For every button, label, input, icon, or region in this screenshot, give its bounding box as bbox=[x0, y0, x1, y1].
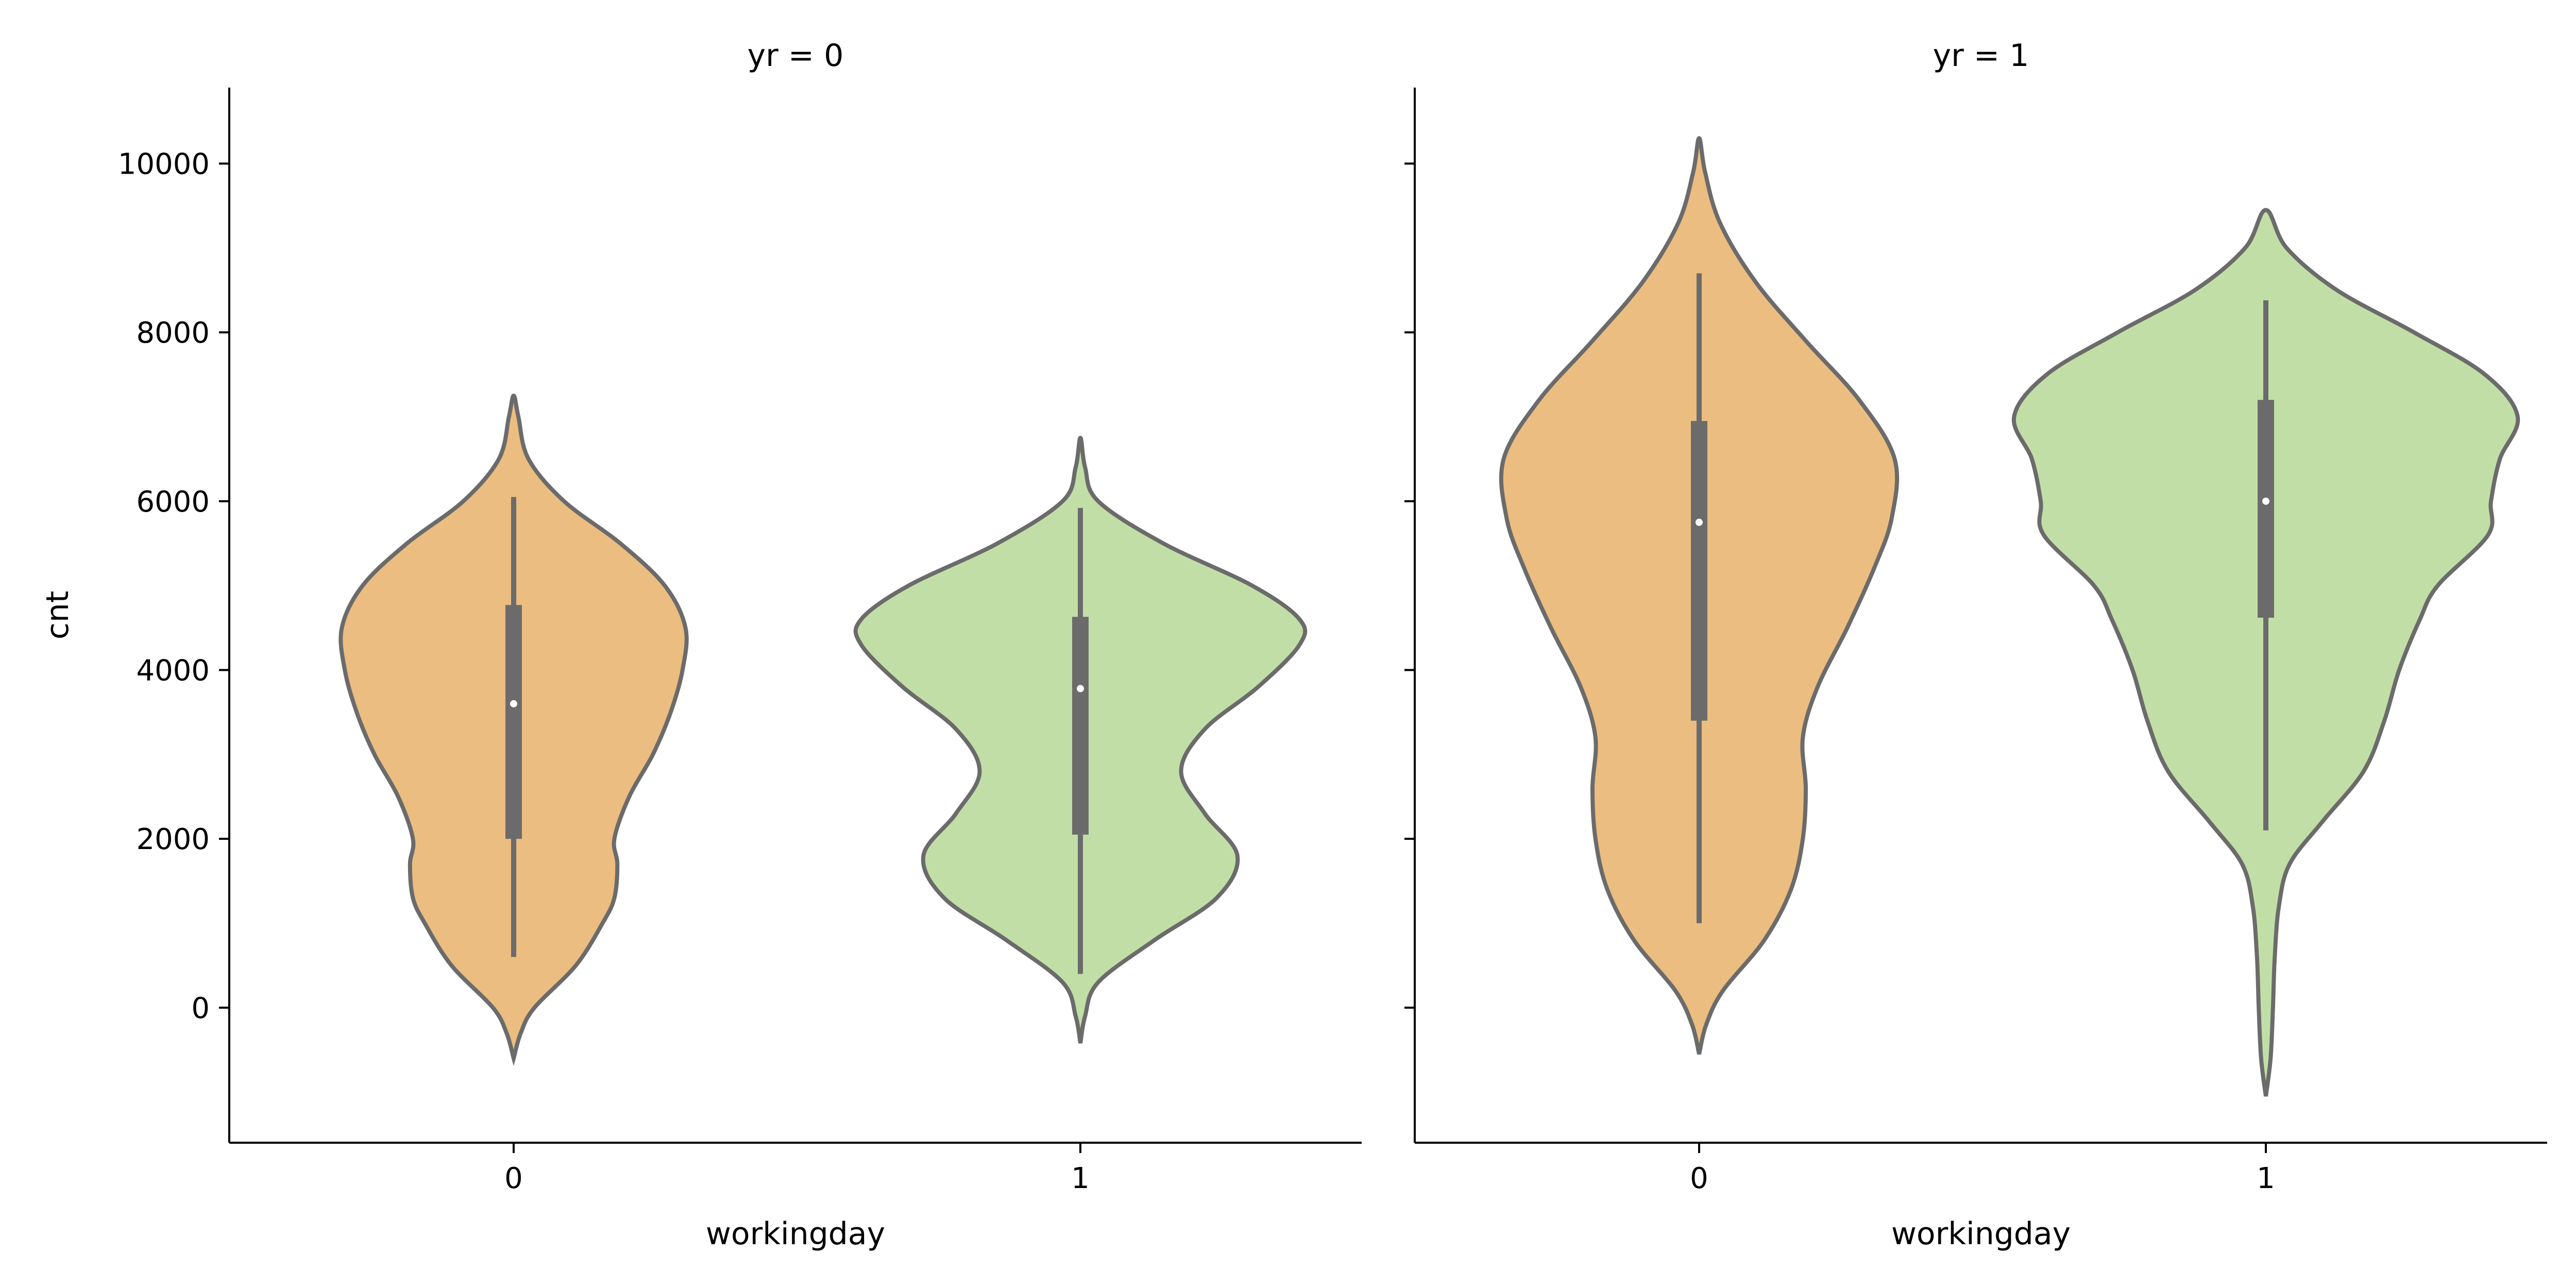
iqr-box-0-0 bbox=[505, 605, 522, 839]
x-tick-label-1-0: 0 bbox=[1690, 1162, 1708, 1195]
x-axis-label-1: workingday bbox=[1891, 1216, 2071, 1252]
panel-title-0: yr = 0 bbox=[748, 38, 844, 74]
iqr-box-0-1 bbox=[1072, 617, 1089, 835]
y-tick-label-1: 2000 bbox=[136, 823, 210, 856]
median-marker-0-1 bbox=[1077, 685, 1084, 692]
y-axis-label: cnt bbox=[40, 591, 76, 640]
panel-title-1: yr = 1 bbox=[1933, 38, 2029, 74]
x-tick-label-0-0: 0 bbox=[504, 1162, 523, 1195]
iqr-box-1-0 bbox=[1691, 421, 1707, 721]
y-tick-label-5: 10000 bbox=[118, 147, 210, 181]
median-marker-1-1 bbox=[2262, 497, 2269, 505]
iqr-box-1-1 bbox=[2258, 400, 2274, 618]
y-tick-label-4: 8000 bbox=[136, 316, 210, 350]
y-tick-label-2: 4000 bbox=[136, 654, 210, 687]
x-tick-label-1-1: 1 bbox=[2257, 1162, 2275, 1195]
x-axis-label-0: workingday bbox=[706, 1216, 885, 1252]
y-tick-label-0: 0 bbox=[191, 992, 210, 1025]
median-marker-1-0 bbox=[1696, 518, 1703, 526]
median-marker-0-0 bbox=[510, 700, 517, 708]
y-tick-label-3: 6000 bbox=[136, 485, 210, 519]
x-tick-label-0-1: 1 bbox=[1071, 1162, 1090, 1195]
